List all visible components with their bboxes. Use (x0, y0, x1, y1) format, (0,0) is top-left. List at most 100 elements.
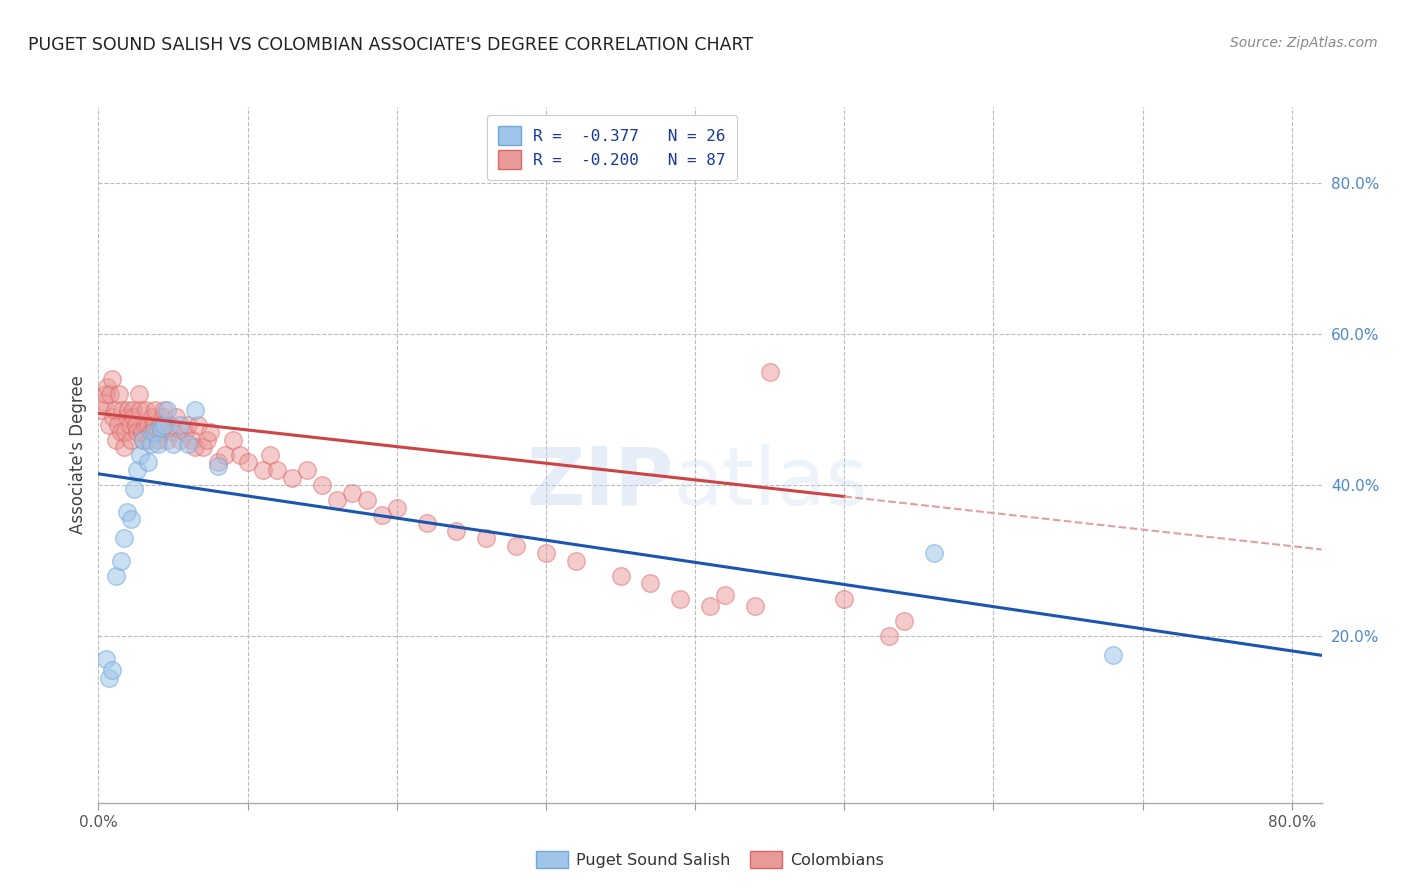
Point (136, 417, 159, 432)
Point (131, 425, 153, 440)
Point (159, 417, 181, 432)
Point (125, 417, 148, 432)
Point (177, 417, 200, 432)
Point (127, 425, 149, 440)
Point (141, 410, 163, 425)
Point (139, 425, 162, 440)
Point (744, 599, 766, 614)
Point (311, 478, 333, 492)
Point (127, 463, 149, 477)
Point (565, 554, 588, 568)
Point (371, 508, 394, 523)
Point (415, 516, 437, 530)
Point (153, 402, 176, 417)
Point (98, 387, 121, 401)
Point (112, 441, 135, 455)
Point (714, 588, 737, 602)
Point (207, 459, 229, 474)
Point (174, 425, 197, 440)
Point (281, 470, 304, 484)
Point (187, 417, 209, 432)
Point (152, 410, 174, 425)
Point (138, 433, 160, 447)
Point (107, 417, 129, 432)
Y-axis label: Associate's Degree: Associate's Degree (69, 376, 87, 534)
Point (214, 448, 236, 462)
Point (252, 463, 274, 477)
Point (120, 512, 142, 526)
Point (162, 425, 184, 440)
Point (111, 402, 134, 417)
Point (150, 425, 173, 440)
Text: Source: ZipAtlas.com: Source: ZipAtlas.com (1230, 36, 1378, 50)
Point (832, 591, 855, 606)
Point (669, 591, 692, 606)
Point (877, 629, 900, 643)
Point (115, 410, 138, 425)
Point (156, 402, 179, 417)
Point (101, 664, 124, 678)
Point (97, 671, 120, 685)
Point (229, 448, 252, 462)
Point (143, 402, 166, 417)
Point (139, 436, 162, 450)
Point (105, 433, 128, 447)
Point (112, 531, 135, 545)
Point (145, 425, 167, 440)
Point (94, 652, 117, 666)
Point (1101, 648, 1123, 663)
Point (122, 482, 145, 496)
Point (150, 421, 173, 435)
Point (132, 433, 155, 447)
Point (104, 402, 127, 417)
Point (153, 417, 176, 432)
Point (236, 455, 259, 469)
Point (110, 554, 132, 568)
Point (191, 441, 214, 455)
Point (534, 546, 557, 560)
Point (117, 402, 139, 417)
Point (184, 441, 207, 455)
Point (184, 402, 207, 417)
Point (893, 615, 915, 629)
Point (169, 433, 191, 447)
Point (103, 410, 125, 425)
Point (162, 436, 184, 450)
Point (758, 365, 780, 379)
Point (475, 531, 498, 545)
Point (609, 569, 631, 583)
Point (266, 463, 288, 477)
Point (221, 433, 243, 447)
Text: PUGET SOUND SALISH VS COLOMBIAN ASSOCIATE'S DEGREE CORRELATION CHART: PUGET SOUND SALISH VS COLOMBIAN ASSOCIAT… (28, 36, 754, 54)
Point (96, 380, 118, 394)
Text: ZIP: ZIP (526, 443, 673, 522)
Point (169, 417, 191, 432)
Point (110, 425, 132, 440)
Point (195, 433, 218, 447)
Point (146, 433, 169, 447)
Point (101, 372, 124, 386)
Point (165, 410, 187, 425)
Point (385, 500, 408, 515)
Point (134, 417, 156, 432)
Point (118, 417, 141, 432)
Point (132, 433, 155, 447)
Point (340, 485, 363, 500)
Point (200, 425, 222, 440)
Point (97, 417, 120, 432)
Point (356, 493, 378, 508)
Point (108, 387, 131, 401)
Point (120, 433, 142, 447)
Point (90, 402, 112, 417)
Point (129, 448, 152, 462)
Point (297, 463, 319, 477)
Point (259, 448, 281, 462)
Point (114, 425, 136, 440)
Point (128, 387, 150, 401)
Point (177, 436, 200, 450)
Point (142, 417, 165, 432)
Point (115, 505, 138, 519)
Point (94, 387, 117, 401)
Point (505, 539, 527, 553)
Point (146, 436, 169, 450)
